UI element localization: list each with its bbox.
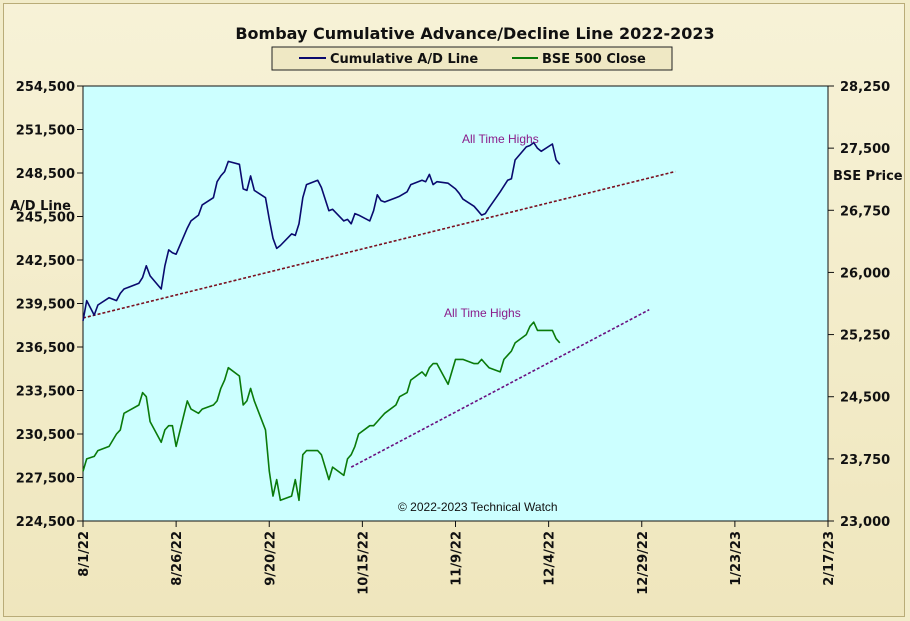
x-tick-label: 12/4/22	[543, 531, 558, 586]
copyright-text: © 2022-2023 Technical Watch	[398, 500, 558, 514]
x-tick-label: 9/20/22	[263, 531, 278, 586]
y-left-tick-label: 239,500	[16, 298, 75, 313]
legend-label-bse: BSE 500 Close	[542, 52, 646, 67]
bse-close-series	[82, 321, 561, 502]
y-right-tick-label: 28,250	[840, 80, 890, 95]
ad-line-series	[82, 141, 561, 322]
y-right-tick-label: 25,250	[840, 329, 890, 344]
y-left-tick-label: 242,500	[16, 254, 75, 269]
x-tick-label: 11/9/22	[450, 531, 465, 586]
y-left-tick-label: 224,500	[16, 515, 75, 530]
x-tick-label: 2/17/23	[822, 531, 837, 586]
bse-support-trendline	[350, 309, 650, 468]
y-left-label-line2: A/D Line	[10, 199, 71, 214]
legend-label-ad: Cumulative A/D Line	[330, 52, 478, 67]
x-tick-label: 10/15/22	[356, 531, 371, 595]
y-left-tick-label: 254,500	[16, 80, 75, 95]
y-left-tick-label: 227,500	[16, 472, 75, 487]
chart-frame: Bombay Cumulative Advance/Decline Line 2…	[3, 3, 905, 617]
y-left-tick-label: 230,500	[16, 428, 75, 443]
ad-support-trendline	[82, 170, 676, 319]
y-right-tick-label: 26,000	[840, 266, 890, 281]
ad-line-chart: Bombay Cumulative Advance/Decline Line 2…	[10, 24, 903, 595]
y-left-tick-label: 236,500	[16, 341, 75, 356]
y-left-tick-label: 245,500	[16, 211, 75, 226]
legend: Cumulative A/D Line BSE 500 Close	[271, 46, 673, 71]
y-right-label: BSE Price	[833, 169, 903, 184]
y-right-tick-label: 23,000	[840, 515, 890, 530]
axes: 254,500 251,500 248,500 245,500 242,500 239,5…	[16, 80, 890, 595]
chart-title: Bombay Cumulative Advance/Decline Line 2…	[235, 24, 714, 43]
annotation-ad-highs: All Time Highs	[462, 132, 539, 146]
y-right-tick-label: 23,750	[840, 453, 890, 468]
y-left-tick-label: 233,500	[16, 385, 75, 400]
y-right-tick-label: 24,500	[840, 391, 890, 406]
y-right-tick-label: 26,750	[840, 204, 890, 219]
plot-area	[82, 85, 829, 522]
y-right-tick-label: 27,500	[840, 142, 890, 157]
x-tick-label: 8/26/22	[170, 531, 185, 586]
x-tick-label: 8/1/22	[77, 531, 92, 577]
y-left-tick-label: 251,500	[16, 124, 75, 139]
y-left-tick-label: 248,500	[16, 167, 75, 182]
series-lines	[82, 141, 561, 502]
annotation-bse-highs: All Time Highs	[444, 306, 521, 320]
trendlines	[82, 170, 676, 468]
x-tick-label: 12/29/22	[636, 531, 651, 595]
x-tick-label: 1/23/23	[729, 531, 744, 586]
